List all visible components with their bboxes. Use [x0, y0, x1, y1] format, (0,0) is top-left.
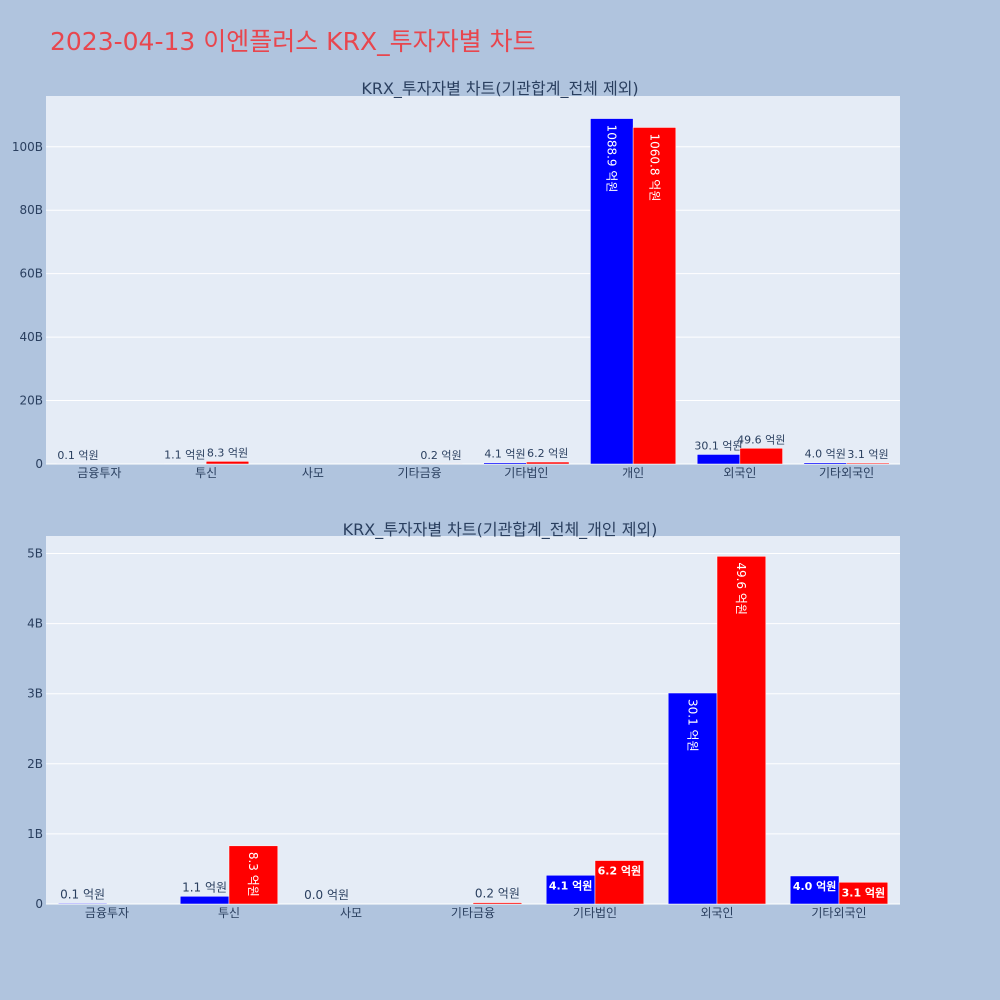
- x-tick-label: 투신: [218, 906, 240, 920]
- x-tick-label: 금융투자: [85, 906, 129, 920]
- data-label: 49.6 억원: [734, 562, 748, 615]
- buy-bar: [667, 692, 718, 905]
- x-tick-label: 개인: [622, 466, 644, 480]
- y-tick-label: 0: [35, 457, 43, 471]
- data-label: 1.1 억원: [182, 880, 227, 894]
- data-label: 0.1 억원: [60, 887, 105, 901]
- sell-bar: [632, 127, 677, 465]
- x-tick-label: 기타외국인: [811, 906, 866, 920]
- data-label: 6.2 억원: [527, 447, 568, 460]
- chart-panel-2: 0 1B 2B 3B 4B 5B KRX_투자자별 차트(기관합계_전체_개인 제외) 금융투…: [27, 520, 900, 920]
- data-label: 6.2 억원: [598, 864, 642, 878]
- y-tick-label: 1B: [27, 827, 43, 841]
- chart-title: KRX_투자자별 차트(기관합계_전체_개인 제외): [343, 520, 658, 540]
- y-tick-label: 60B: [19, 267, 43, 281]
- y-tick-label: 5B: [27, 547, 43, 561]
- sell-bar: [526, 461, 570, 465]
- sell-bar: [739, 448, 783, 465]
- y-tick-label: 40B: [19, 330, 43, 344]
- data-label: 3.1 억원: [847, 448, 888, 461]
- data-label: 49.6 억원: [737, 433, 785, 446]
- y-tick-label: 4B: [27, 617, 43, 631]
- data-label: 3.1 억원: [842, 885, 886, 899]
- x-tick-label: 기타법인: [504, 466, 548, 480]
- x-tick-label: 외국인: [723, 466, 756, 480]
- data-label: 4.0 억원: [805, 448, 846, 461]
- buy-bar: [483, 462, 527, 465]
- data-label: 4.1 억원: [549, 878, 593, 892]
- sell-bar: [838, 882, 889, 905]
- data-label: 4.0 억원: [793, 879, 837, 893]
- sell-bar: [716, 556, 767, 905]
- buy-bar: [696, 454, 741, 465]
- data-label: 8.3 억원: [207, 446, 248, 459]
- x-tick-label: 외국인: [700, 906, 733, 920]
- y-tick-label: 0: [35, 897, 43, 911]
- sell-bar: [205, 461, 250, 465]
- x-tick-label: 기타법인: [573, 906, 617, 920]
- data-label: 0.2 억원: [475, 887, 520, 901]
- y-tick-label: 20B: [19, 394, 43, 408]
- plot-area: [46, 96, 900, 464]
- sell-bar: [472, 902, 523, 905]
- sell-bar: [594, 860, 645, 905]
- chart-panel-1: 0 20B 40B 60B 80B 100B KRX_투자자별 차트(기관합계_전체 제외)…: [12, 79, 900, 480]
- page-title: 2023-04-13 이엔플러스 KRX_투자자별 차트: [50, 27, 536, 56]
- data-label: 0.1 억원: [57, 449, 98, 462]
- buy-bar: [803, 462, 847, 465]
- x-tick-label: 금융투자: [77, 466, 121, 480]
- sell-bar: [846, 462, 890, 465]
- y-tick-label: 3B: [27, 687, 43, 701]
- x-tick-label: 사모: [340, 906, 362, 920]
- data-label: 4.1 억원: [484, 448, 525, 461]
- data-label: 30.1 억원: [685, 699, 699, 752]
- x-tick-label: 투신: [195, 466, 217, 480]
- buy-bar: [789, 875, 840, 905]
- data-label: 1088.9 억원: [605, 125, 619, 193]
- chart-title: KRX_투자자별 차트(기관합계_전체 제외): [361, 79, 638, 99]
- data-label: 0.0 억원: [304, 888, 349, 902]
- data-label: 8.3 억원: [246, 852, 260, 897]
- x-tick-label: 기타금융: [398, 466, 442, 480]
- y-tick-label: 80B: [19, 203, 43, 217]
- data-label: 0.2 억원: [420, 449, 461, 462]
- data-label: 1060.8 억원: [647, 133, 661, 201]
- sell-bar: [228, 845, 279, 905]
- buy-bar: [57, 903, 108, 905]
- y-tick-label: 100B: [12, 140, 43, 154]
- x-tick-label: 사모: [302, 466, 324, 480]
- data-label: 30.1 억원: [694, 439, 742, 452]
- y-tick-label: 2B: [27, 757, 43, 771]
- x-tick-label: 기타외국인: [819, 466, 874, 480]
- plot-area: [46, 536, 900, 904]
- buy-bar: [179, 896, 230, 905]
- data-label: 1.1 억원: [164, 449, 205, 462]
- x-tick-label: 기타금융: [451, 906, 495, 920]
- buy-bar: [545, 875, 596, 905]
